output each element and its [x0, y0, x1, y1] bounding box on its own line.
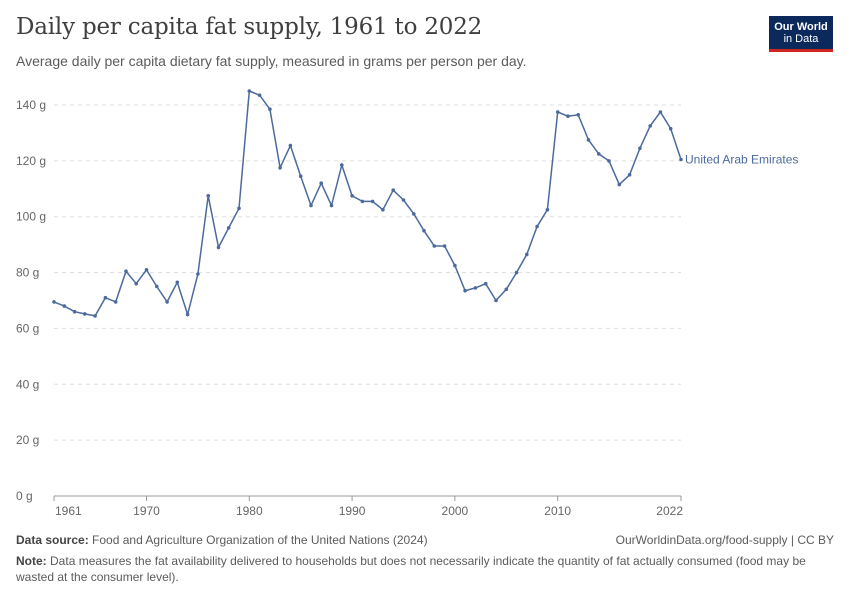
data-point[interactable]: [679, 157, 683, 162]
data-point[interactable]: [185, 312, 190, 317]
data-point[interactable]: [638, 146, 642, 151]
x-tick-label: 1970: [133, 504, 160, 518]
y-tick-label: 20 g: [16, 433, 39, 447]
data-point[interactable]: [134, 281, 138, 286]
data-point[interactable]: [668, 126, 673, 131]
data-point[interactable]: [597, 152, 601, 156]
data-point[interactable]: [124, 269, 128, 274]
data-point[interactable]: [257, 93, 262, 97]
data-point[interactable]: [247, 89, 252, 93]
data-source: Data source: Food and Agriculture Organi…: [16, 533, 428, 547]
series-label[interactable]: United Arab Emirates: [685, 152, 798, 166]
data-point[interactable]: [370, 199, 375, 204]
y-tick-label: 40 g: [16, 377, 39, 391]
data-point[interactable]: [381, 207, 385, 212]
data-point[interactable]: [453, 263, 457, 268]
data-point[interactable]: [103, 295, 108, 300]
data-point[interactable]: [298, 174, 303, 178]
owid-logo[interactable]: Our World in Data: [769, 16, 833, 52]
credit-link[interactable]: OurWorldinData.org/food-supply | CC BY: [615, 533, 834, 547]
logo-line-1: Our World: [774, 21, 828, 33]
data-point[interactable]: [627, 173, 632, 177]
data-point[interactable]: [514, 270, 519, 275]
data-point[interactable]: [278, 166, 282, 170]
note-label: Note:: [16, 554, 47, 568]
data-point[interactable]: [412, 212, 416, 216]
data-point[interactable]: [442, 244, 447, 248]
y-tick-label: 0 g: [16, 489, 33, 503]
data-source-label: Data source:: [16, 533, 89, 547]
data-point[interactable]: [401, 198, 406, 202]
x-tick-label: 2022: [656, 504, 683, 518]
axes: 0 g 20 g 40 g 60 g 80 g 100 g 120 g 140 g 1961 19…: [16, 98, 683, 518]
data-point[interactable]: [216, 245, 221, 250]
data-point[interactable]: [504, 287, 509, 292]
data-point[interactable]: [329, 203, 334, 208]
data-point[interactable]: [268, 107, 272, 111]
data-point[interactable]: [350, 194, 354, 198]
data-point[interactable]: [391, 188, 396, 192]
data-point[interactable]: [525, 252, 529, 257]
grid-lines: [54, 104, 681, 441]
data-point[interactable]: [144, 268, 149, 272]
data-point[interactable]: [340, 163, 344, 167]
data-point[interactable]: [155, 284, 159, 289]
data-point[interactable]: [535, 224, 539, 229]
y-tick-label: 140 g: [16, 98, 46, 112]
data-point[interactable]: [648, 124, 652, 128]
data-point[interactable]: [83, 312, 87, 316]
data-point[interactable]: [545, 207, 550, 212]
series-labels: United Arab Emirates: [685, 152, 798, 166]
chart-subtitle: Average daily per capita dietary fat sup…: [16, 53, 527, 69]
data-point[interactable]: [576, 113, 580, 117]
data-point[interactable]: [422, 228, 426, 233]
chart-title: Daily per capita fat supply, 1961 to 202…: [16, 14, 483, 40]
data-point[interactable]: [309, 203, 313, 208]
data-point[interactable]: [555, 110, 560, 114]
data-point[interactable]: [113, 300, 118, 304]
x-tick-label: 2010: [544, 504, 571, 518]
data-point[interactable]: [473, 286, 478, 290]
logo-line-2: in Data: [783, 33, 819, 45]
chart-note: Note: Data measures the fat availability…: [16, 553, 826, 585]
data-point[interactable]: [72, 309, 77, 314]
data-point[interactable]: [93, 314, 97, 318]
data-point[interactable]: [175, 280, 180, 285]
series-lines: [52, 89, 683, 318]
data-point[interactable]: [288, 143, 293, 148]
data-point[interactable]: [494, 298, 498, 303]
data-point[interactable]: [319, 181, 324, 185]
data-point[interactable]: [62, 304, 67, 308]
data-point[interactable]: [658, 110, 663, 114]
data-point[interactable]: [586, 138, 591, 142]
data-point[interactable]: [360, 199, 365, 204]
series-line[interactable]: [53, 89, 682, 318]
x-tick-label: 1961: [55, 504, 82, 518]
data-point[interactable]: [617, 182, 622, 187]
data-point[interactable]: [52, 300, 56, 304]
y-tick-label: 120 g: [16, 154, 46, 168]
data-point[interactable]: [483, 281, 488, 286]
data-point[interactable]: [206, 194, 210, 198]
data-source-text[interactable]: Food and Agriculture Organization of the…: [92, 533, 428, 547]
data-point[interactable]: [196, 272, 200, 276]
x-tick-label: 1980: [236, 504, 263, 518]
note-text: Data measures the fat availability deliv…: [16, 554, 806, 584]
x-tick-label: 2000: [442, 504, 469, 518]
data-point[interactable]: [463, 288, 467, 293]
data-point[interactable]: [566, 114, 570, 118]
y-tick-label: 80 g: [16, 266, 39, 280]
y-tick-label: 100 g: [16, 210, 46, 224]
data-point[interactable]: [237, 206, 241, 211]
data-point[interactable]: [432, 244, 437, 248]
y-tick-label: 60 g: [16, 321, 39, 335]
data-point[interactable]: [607, 159, 611, 163]
data-point[interactable]: [226, 226, 231, 230]
x-tick-label: 1990: [339, 504, 366, 518]
data-point[interactable]: [165, 300, 169, 304]
